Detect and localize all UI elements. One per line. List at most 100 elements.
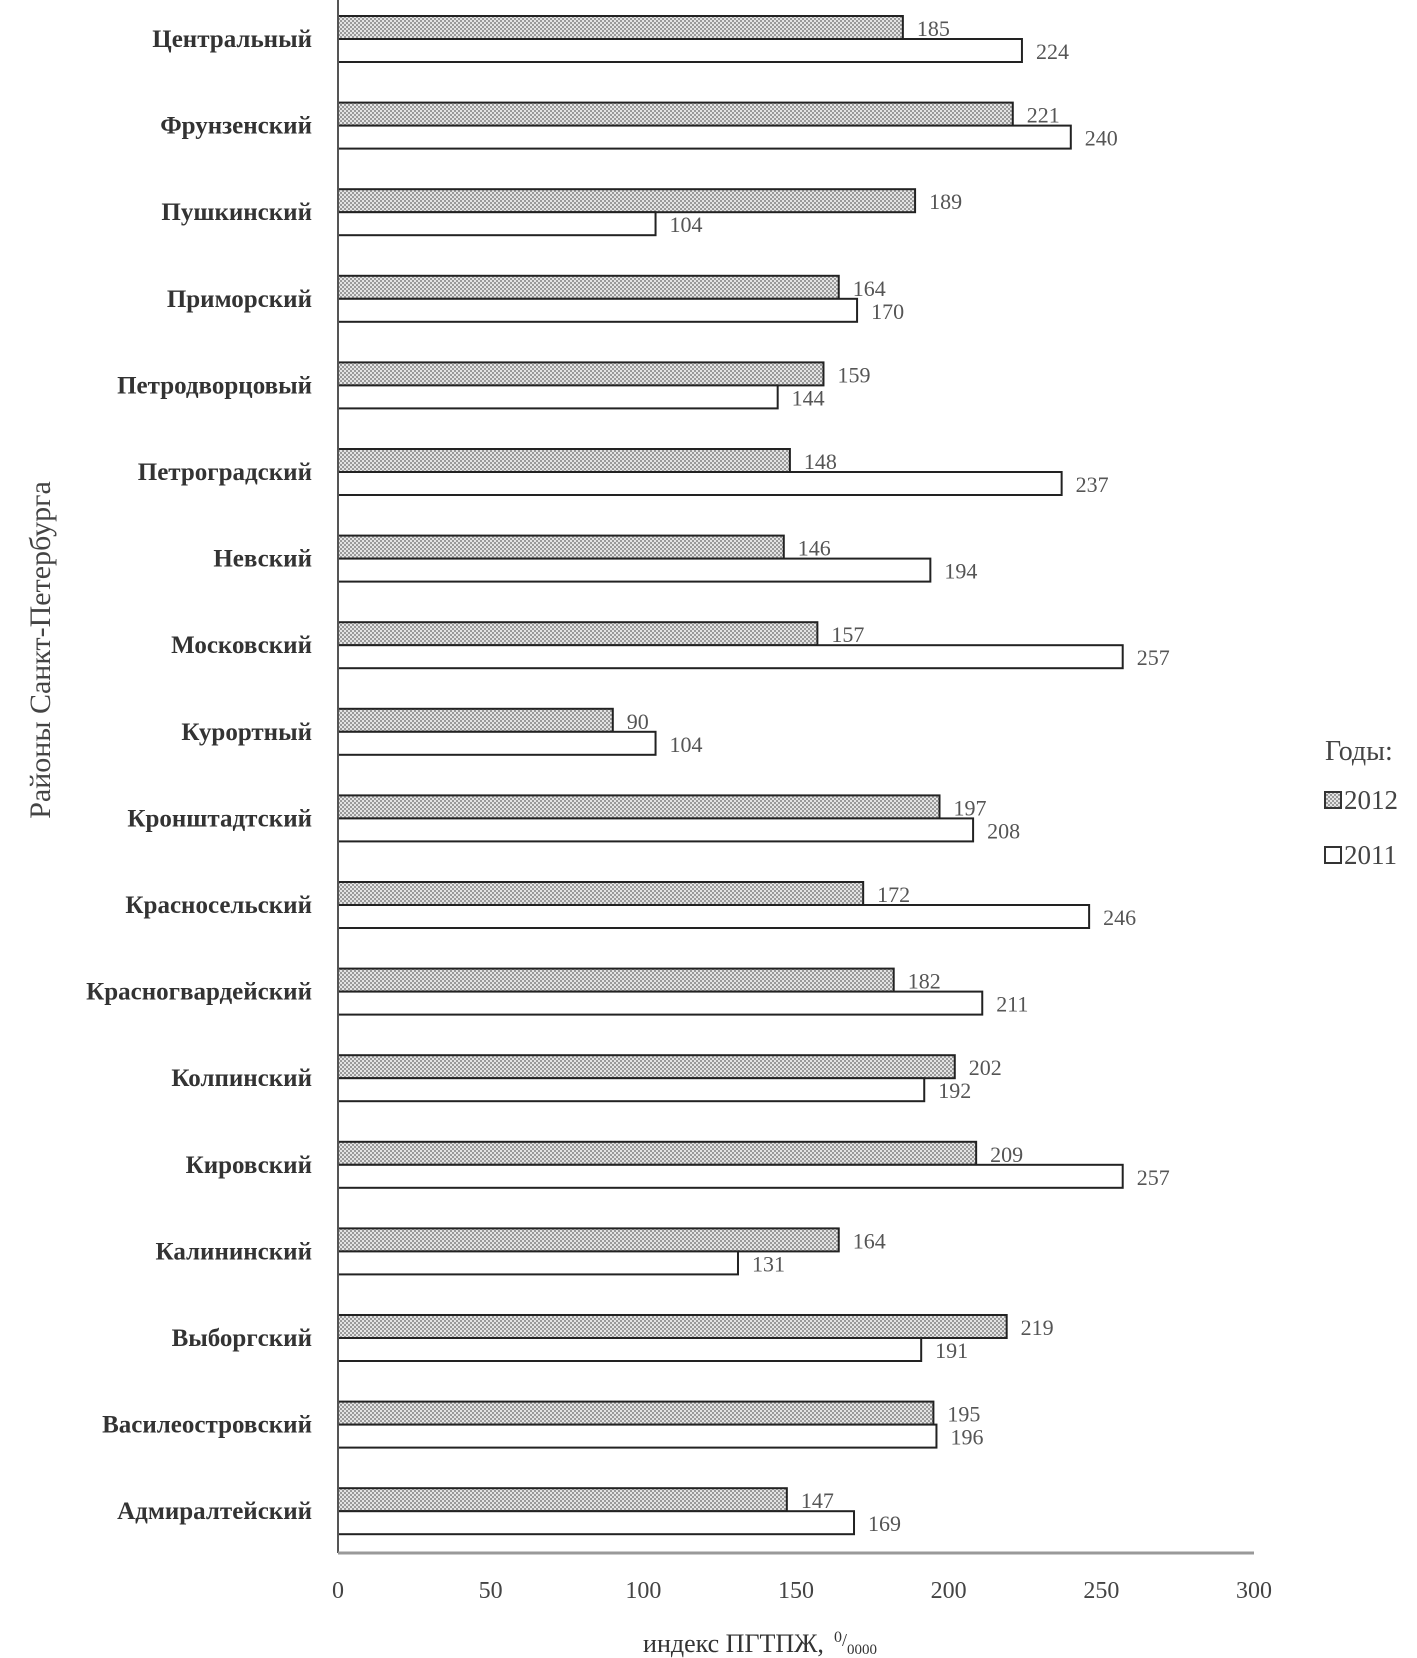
data-label-2011: 211 <box>996 992 1028 1017</box>
data-label-2012: 221 <box>1027 103 1060 128</box>
category-label: Курортный <box>181 719 312 746</box>
bar-2012 <box>337 1227 840 1253</box>
category-label: Московский <box>171 632 312 659</box>
bar-2012 <box>337 361 825 387</box>
x-tick-label: 300 <box>1236 1578 1272 1604</box>
data-label-2012: 157 <box>831 622 864 647</box>
bar-2011 <box>337 990 984 1016</box>
bar-2012 <box>337 794 941 820</box>
category-label: Колпинский <box>171 1065 312 1092</box>
category-label: Центральный <box>152 26 312 53</box>
legend-label-2012: 2012 <box>1344 785 1398 815</box>
x-tick-label: 150 <box>778 1578 814 1604</box>
bar-2011 <box>337 384 779 410</box>
bar-2011 <box>337 817 975 843</box>
bar-2011 <box>337 1077 926 1103</box>
bar-2012 <box>337 1054 956 1080</box>
data-label-2011: 169 <box>868 1511 901 1536</box>
x-tick-label: 250 <box>1083 1578 1119 1604</box>
y-axis-label: Районы Санкт-Петербурга <box>24 481 57 819</box>
legend-title: Годы: <box>1325 736 1393 767</box>
category-label: Красногвардейский <box>86 979 312 1006</box>
data-label-2012: 164 <box>853 276 886 301</box>
x-tick-label: 0 <box>332 1578 344 1604</box>
data-label-2011: 170 <box>871 299 904 324</box>
bar-2012 <box>337 1400 935 1426</box>
bar-2012 <box>337 707 614 733</box>
category-label: Кронштадтский <box>127 805 312 832</box>
category-label: Василеостровский <box>102 1412 312 1439</box>
x-tick-label: 200 <box>931 1578 967 1604</box>
data-label-2012: 202 <box>969 1055 1002 1080</box>
category-label: Петродворцовый <box>117 372 312 399</box>
legend: Годы: 2012 2011 <box>1324 736 1398 870</box>
bar-2012 <box>337 967 895 993</box>
bar-2011 <box>337 1337 923 1362</box>
bar-2011 <box>337 644 1124 670</box>
bar-2011 <box>337 297 859 323</box>
bar-2011 <box>337 38 1023 63</box>
data-label-2012: 146 <box>798 536 831 561</box>
bar-2011 <box>337 124 1072 150</box>
data-label-2011: 104 <box>670 732 703 757</box>
bar-2012 <box>337 188 917 214</box>
data-label-2012: 197 <box>954 795 987 820</box>
bar-2012 <box>337 274 840 300</box>
legend-swatch-2012 <box>1324 791 1342 809</box>
data-label-2012: 147 <box>801 1488 834 1513</box>
x-axis-label: индекс ПГТПЖ, 0/0000 <box>643 1629 877 1658</box>
data-label-2011: 194 <box>944 559 977 584</box>
bar-2011 <box>337 557 932 583</box>
data-label-2011: 191 <box>935 1338 968 1363</box>
bar-2012 <box>337 1487 788 1513</box>
category-label: Петроградский <box>138 459 312 486</box>
x-tick-label: 50 <box>479 1578 503 1604</box>
bar-2011 <box>337 1163 1124 1189</box>
data-label-2011: 224 <box>1036 39 1069 64</box>
category-label: Адмиралтейский <box>117 1498 312 1525</box>
category-label: Приморский <box>167 286 312 313</box>
data-label-2012: 159 <box>837 362 870 387</box>
data-label-2012: 219 <box>1021 1315 1054 1340</box>
category-label: Пушкинский <box>161 199 312 226</box>
data-label-2011: 240 <box>1085 126 1118 151</box>
bar-2012 <box>337 881 865 906</box>
bar-2011 <box>337 471 1063 496</box>
bar-2012 <box>337 621 819 647</box>
category-label: Фрунзенский <box>160 113 312 140</box>
bar-2011 <box>337 730 657 756</box>
bar-2011 <box>337 1510 856 1536</box>
data-label-2011: 131 <box>752 1251 785 1276</box>
data-label-2011: 104 <box>670 212 703 237</box>
data-label-2012: 164 <box>853 1228 886 1253</box>
data-label-2012: 182 <box>908 969 941 994</box>
legend-label-2011: 2011 <box>1344 840 1397 870</box>
data-label-2011: 192 <box>938 1078 971 1103</box>
bar-2011 <box>337 211 657 237</box>
data-label-2012: 90 <box>627 709 649 734</box>
category-label: Калининский <box>156 1238 312 1265</box>
x-tick-label: 100 <box>625 1578 661 1604</box>
category-label: Невский <box>213 546 312 573</box>
data-label-2011: 257 <box>1137 1165 1170 1190</box>
category-label: Кировский <box>186 1152 312 1179</box>
bar-2011 <box>337 1250 739 1276</box>
data-label-2012: 148 <box>804 449 837 474</box>
data-label-2012: 189 <box>929 189 962 214</box>
bar-2012 <box>337 15 904 40</box>
data-label-2012: 209 <box>990 1142 1023 1167</box>
data-label-2012: 185 <box>917 16 950 41</box>
data-label-2011: 208 <box>987 818 1020 843</box>
data-label-2012: 195 <box>947 1402 980 1427</box>
bar-2011 <box>337 1423 938 1449</box>
bar-2012 <box>337 534 785 560</box>
data-label-2012: 172 <box>877 882 910 907</box>
data-label-2011: 144 <box>792 385 825 410</box>
data-label-2011: 246 <box>1103 905 1136 930</box>
bar-2012 <box>337 448 791 473</box>
data-label-2011: 257 <box>1137 645 1170 670</box>
data-label-2011: 196 <box>950 1425 983 1450</box>
bar-2012 <box>337 1140 978 1166</box>
